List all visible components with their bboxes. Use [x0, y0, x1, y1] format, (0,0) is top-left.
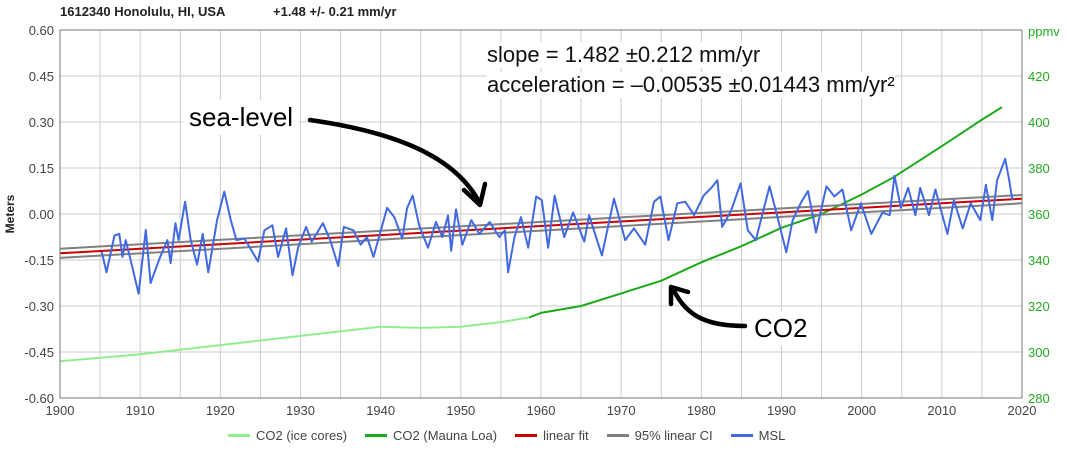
y2-axis-label: ppmv: [1028, 24, 1060, 39]
x-tick-label: 1900: [46, 403, 75, 418]
legend-item-msl[interactable]: MSL: [730, 428, 785, 443]
y2-tick-label: 300: [1028, 345, 1050, 360]
y-tick-label: 0.30: [29, 115, 54, 130]
x-tick-label: 1980: [687, 403, 716, 418]
sea-level-label: sea-level: [183, 100, 300, 135]
x-tick-label: 2000: [847, 403, 876, 418]
series-lines: [59, 106, 1023, 363]
legend-swatch: [228, 434, 250, 437]
x-tick-label: 1940: [366, 403, 395, 418]
legend-item-mauna-loa[interactable]: CO2 (Mauna Loa): [365, 428, 497, 443]
legend-swatch: [515, 434, 538, 437]
legend-item-linear-fit[interactable]: linear fit: [515, 428, 589, 443]
series-co2-mauna-loa: [528, 106, 1003, 319]
acceleration-annotation: acceleration = –0.00535 ±0.01443 mm/yr²: [487, 72, 895, 98]
legend: CO2 (ice cores) CO2 (Mauna Loa) linear f…: [228, 428, 785, 443]
legend-swatch: [730, 434, 753, 437]
trend-label: +1.48 +/- 0.21 mm/yr: [273, 4, 397, 19]
y-tick-label: -0.45: [24, 345, 54, 360]
x-tick-label: 1960: [527, 403, 556, 418]
legend-swatch: [365, 434, 388, 437]
plot-frame: [59, 29, 1023, 399]
y-axis-label: Meters: [3, 194, 17, 233]
x-tick-label: 1970: [607, 403, 636, 418]
y-tick-label: -0.30: [24, 299, 54, 314]
y2-tick-label: 320: [1028, 299, 1050, 314]
series-msl: [100, 157, 1014, 295]
x-tick-label: 1990: [767, 403, 796, 418]
y-tick-label: 0.45: [29, 69, 54, 84]
x-tick-label: 1910: [126, 403, 155, 418]
y-tick-label: 0.15: [29, 161, 54, 176]
y2-tick-label: 340: [1028, 253, 1050, 268]
y2-tick-label: 380: [1028, 161, 1050, 176]
series-co2-ice-cores: [59, 316, 530, 363]
x-tick-label: 1930: [286, 403, 315, 418]
legend-swatch: [606, 434, 629, 437]
x-tick-label: 1920: [206, 403, 235, 418]
legend-item-ice[interactable]: CO2 (ice cores): [228, 428, 347, 443]
y2-tick-label: 420: [1028, 69, 1050, 84]
y-tick-label: 0.00: [29, 207, 54, 222]
y-tick-label: -0.60: [24, 391, 54, 406]
slope-annotation: slope = 1.482 ±0.212 mm/yr: [487, 42, 761, 68]
sea-level-arrow: [307, 117, 488, 208]
co2-label: CO2: [748, 311, 814, 346]
legend-item-ci[interactable]: 95% linear CI: [606, 428, 713, 443]
y-tick-label: 0.60: [29, 23, 54, 38]
station-title: 1612340 Honolulu, HI, USA: [60, 4, 226, 19]
y-tick-label: -0.15: [24, 253, 54, 268]
x-tick-label: 2020: [1008, 403, 1037, 418]
y2-tick-label: 400: [1028, 115, 1050, 130]
y2-tick-label: 280: [1028, 391, 1050, 406]
y2-tick-label: 360: [1028, 207, 1050, 222]
x-tick-label: 2010: [927, 403, 956, 418]
axis-ticks: 0.60 0.45 0.30 0.15 0.00 -0.15 -0.30 -0.45 -0.60…: [24, 23, 1049, 418]
co2-arrow: [668, 284, 748, 329]
series-ci-lower: [59, 202, 1023, 259]
x-tick-label: 1950: [446, 403, 475, 418]
